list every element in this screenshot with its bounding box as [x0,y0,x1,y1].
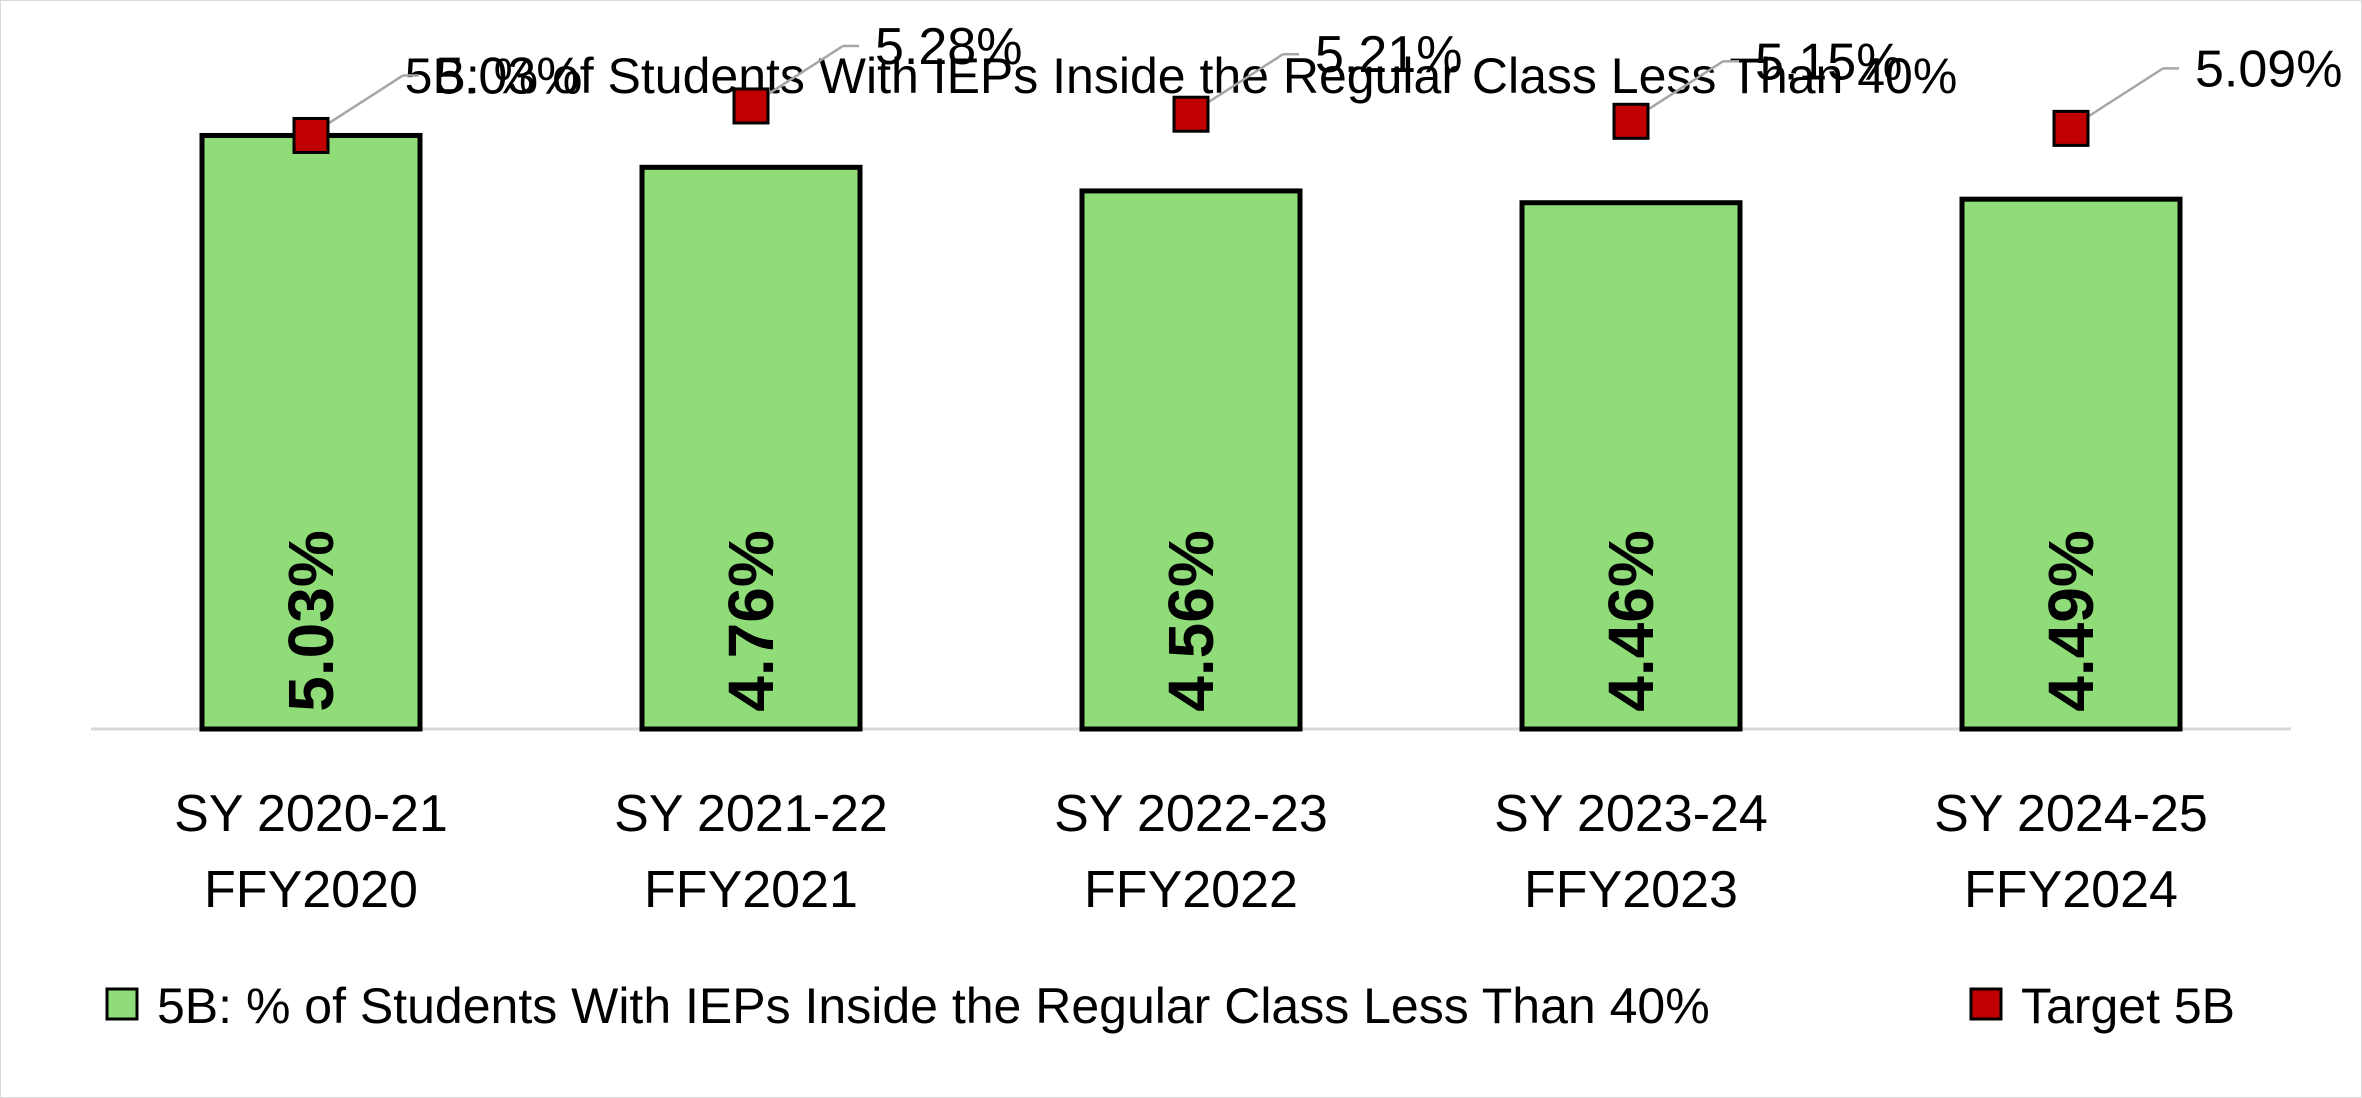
category-sublabel: FFY2023 [1524,861,1738,919]
chart-title: 5B: % of Students With IEPs Inside the R… [405,48,1958,104]
category-sublabel: FFY2021 [644,861,858,919]
category-sublabel: FFY2020 [204,861,418,919]
category-label: SY 2024-25 [1934,785,2208,843]
target-value-label: 5.09% [2195,40,2342,98]
target-marker [292,116,330,154]
bar-series: 5.03% 4.76% 4.56% 4.46% 4.49% [199,132,2183,732]
target-value-label: 5.03% [435,47,582,105]
target-leader-line [2078,67,2164,124]
category-label: SY 2022-23 [1054,785,1328,843]
target-marker [1612,102,1650,140]
bar-value-label: 5.03% [275,530,347,711]
bar-value-label: 4.46% [1595,530,1667,711]
bar [1519,200,1743,732]
target-value-label: 5.28% [875,18,1022,76]
bar [1959,196,2183,732]
bar-value-label: 4.76% [715,530,787,711]
target-series: 5.03% 5.28% 5.21% 5.15% 5.09% [292,18,2342,154]
legend-label-bar: 5B: % of Students With IEPs Inside the R… [157,978,1710,1034]
category-sublabel: FFY2022 [1084,861,1298,919]
category-label: SY 2020-21 [174,785,448,843]
category-label: SY 2023-24 [1494,785,1768,843]
legend: 5B: % of Students With IEPs Inside the R… [105,978,2235,1034]
bar [639,164,863,732]
target-marker [1172,95,1210,133]
target-value-label: 5.15% [1755,33,1902,91]
bar [1079,188,1303,732]
legend-swatch-target [1969,987,2003,1021]
legend-swatch-bar [105,987,139,1021]
bar-value-label: 4.56% [1155,530,1227,711]
target-leader-line [318,74,404,131]
category-label: SY 2021-22 [614,785,888,843]
bar-value-label: 4.49% [2035,530,2107,711]
target-marker [2052,109,2090,147]
target-leader-line [1198,53,1284,110]
target-marker [732,87,770,125]
target-leader-line [1638,60,1724,117]
category-sublabel: FFY2024 [1964,861,2178,919]
target-value-label: 5.21% [1315,26,1462,84]
target-leader-line [758,44,844,102]
bar [199,132,423,732]
legend-label-target: Target 5B [2021,978,2235,1034]
category-labels: SY 2020-21 FFY2020 SY 2021-22 FFY2021 SY 202… [174,785,2208,919]
